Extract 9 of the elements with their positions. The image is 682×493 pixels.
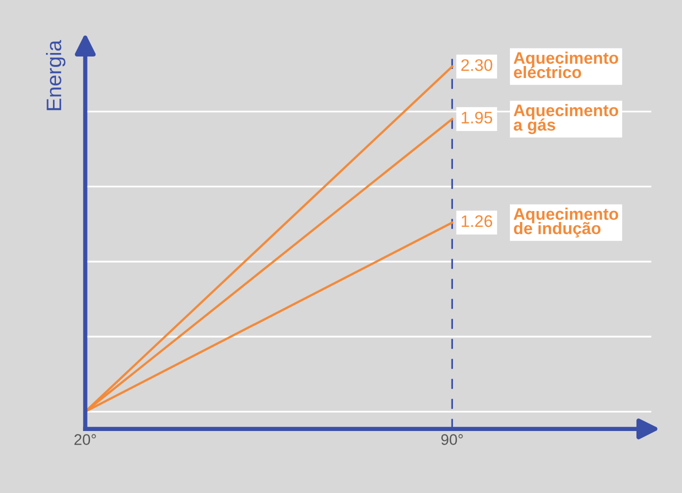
y-axis-title: Energia (46, 40, 66, 110)
x-tick-label: 20° (74, 434, 96, 445)
data-label: 1.95 (462, 112, 492, 124)
text: Aquecimento de indução (514, 208, 618, 238)
data-label: 2.30 (461, 59, 492, 72)
data-label: 1.26 (462, 215, 492, 228)
x-tick-label: 90° (441, 434, 463, 445)
text: Aquecimento a gás (514, 104, 618, 134)
text: Aquecimento eléctrico (514, 52, 618, 78)
